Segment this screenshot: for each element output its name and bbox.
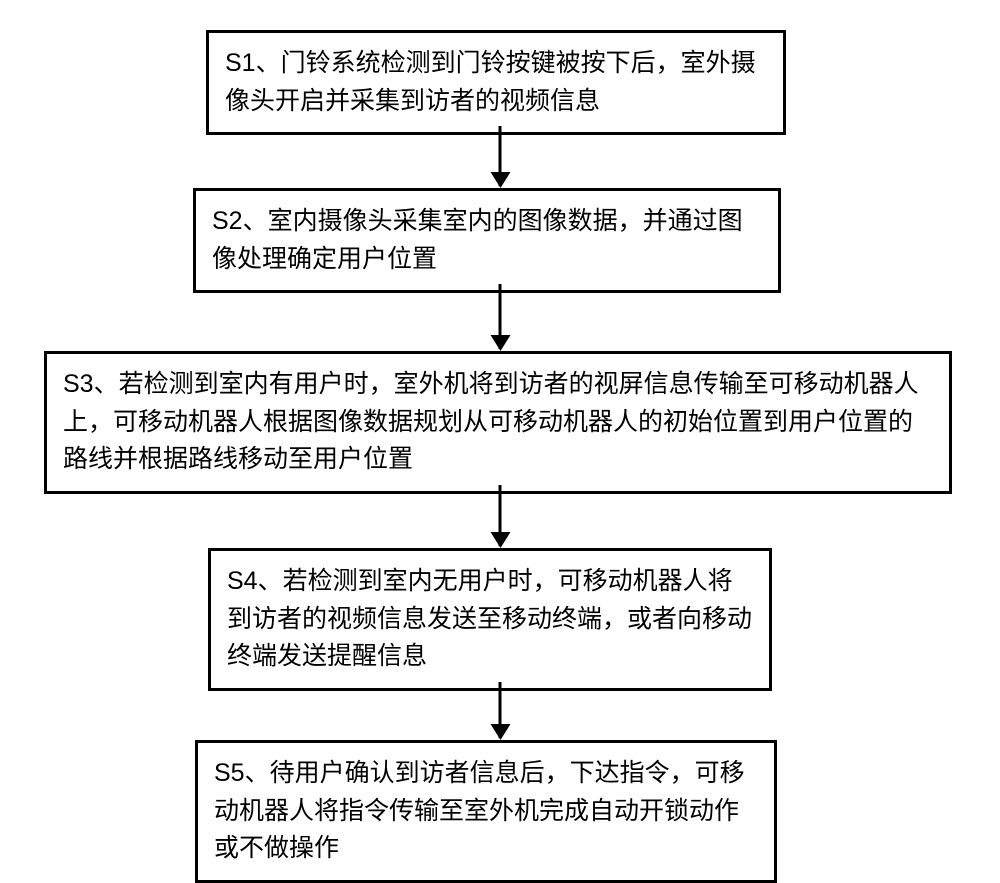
flowchart-arrow-s3-s4 [499, 485, 502, 546]
node-text: S3、若检测到室内有用户时，室外机将到访者的视屏信息传输至可移动机器人上，可移动… [63, 370, 919, 473]
flowchart-node-s5: S5、待用户确认到访者信息后，下达指令，可移动机器人将指令传输至室外机完成自动开… [195, 740, 777, 883]
flowchart-node-s1: S1、门铃系统检测到门铃按键被按下后，室外摄像头开启并采集到访者的视频信息 [206, 30, 786, 135]
node-text: S1、门铃系统检测到门铃按键被按下后，室外摄像头开启并采集到访者的视频信息 [225, 49, 756, 115]
flowchart-arrow-s2-s3 [499, 284, 502, 349]
node-text: S2、室内摄像头采集室内的图像数据，并通过图像处理确定用户位置 [212, 207, 743, 273]
node-text: S5、待用户确认到访者信息后，下达指令，可移动机器人将指令传输至室外机完成自动开… [214, 759, 745, 862]
flowchart-container: S1、门铃系统检测到门铃按键被按下后，室外摄像头开启并采集到访者的视频信息 S2… [0, 0, 1000, 854]
flowchart-node-s2: S2、室内摄像头采集室内的图像数据，并通过图像处理确定用户位置 [193, 188, 781, 293]
flowchart-node-s4: S4、若检测到室内无用户时，可移动机器人将到访者的视频信息发送至移动终端，或者向… [208, 548, 772, 691]
flowchart-arrow-s1-s2 [499, 126, 502, 186]
flowchart-arrow-s4-s5 [499, 682, 502, 738]
node-text: S4、若检测到室内无用户时，可移动机器人将到访者的视频信息发送至移动终端，或者向… [227, 567, 752, 670]
flowchart-node-s3: S3、若检测到室内有用户时，室外机将到访者的视屏信息传输至可移动机器人上，可移动… [44, 351, 952, 494]
